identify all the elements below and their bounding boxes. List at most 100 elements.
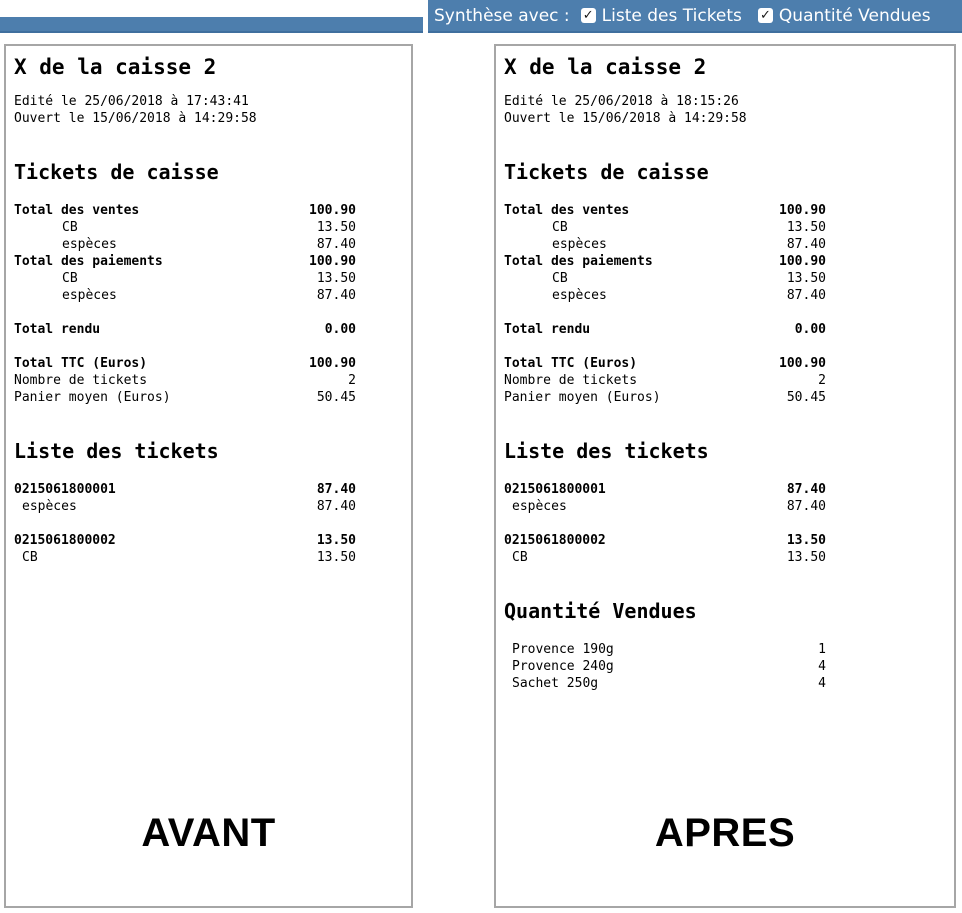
receipt-row: Total des paiements 100.90 bbox=[504, 253, 826, 270]
row-label: Total des ventes bbox=[504, 203, 630, 218]
opened-line: Ouvert le 15/06/2018 à 14:29:58 bbox=[504, 111, 747, 126]
toolbar-option-2[interactable]: ✓ Quantité Vendues bbox=[757, 5, 931, 26]
row-label: 0215061800002 bbox=[14, 533, 116, 548]
report-panel-apres: X de la caisse 2 Edité le 25/06/2018 à 1… bbox=[494, 44, 956, 908]
row-label: espèces bbox=[512, 499, 567, 514]
receipt-row: Nombre de tickets 2 bbox=[504, 372, 826, 389]
row-value: 87.40 bbox=[316, 237, 356, 252]
row-label: CB bbox=[62, 271, 78, 286]
receipt-row: CB 13.50 bbox=[14, 219, 356, 236]
receipt-row: Total rendu 0.00 bbox=[504, 321, 826, 338]
row-label: espèces bbox=[552, 288, 607, 303]
receipt-row: espèces 87.40 bbox=[14, 287, 356, 304]
receipt-row: 0215061800002 13.50 bbox=[504, 532, 826, 549]
receipt-apres: X de la caisse 2 Edité le 25/06/2018 à 1… bbox=[496, 46, 826, 692]
receipt-sections: Tickets de caisse Total des ventes 100.90 C… bbox=[14, 160, 356, 566]
receipt-row: espèces 87.40 bbox=[504, 287, 826, 304]
receipt-row: Total rendu 0.00 bbox=[14, 321, 356, 338]
receipt-row: espèces 87.40 bbox=[504, 498, 826, 515]
receipt-row: Provence 190g 1 bbox=[504, 641, 826, 658]
edited-line: Edité le 25/06/2018 à 18:15:26 bbox=[504, 94, 739, 109]
receipt-row: CB 13.50 bbox=[14, 549, 356, 566]
row-value: 100.90 bbox=[779, 356, 826, 371]
section-heading: Liste des tickets bbox=[14, 439, 219, 463]
row-label: Total TTC (Euros) bbox=[14, 356, 148, 371]
row-value: 50.45 bbox=[786, 390, 826, 405]
row-label: 0215061800001 bbox=[14, 482, 116, 497]
receipt-sections: Tickets de caisse Total des ventes 100.90 C… bbox=[504, 160, 826, 692]
synthesis-toolbar: Synthèse avec : ✓ Liste des Tickets ✓ Quant… bbox=[428, 0, 962, 33]
row-value: 13.50 bbox=[786, 533, 826, 548]
receipt-row: Panier moyen (Euros) 50.45 bbox=[14, 389, 356, 406]
row-value: 100.90 bbox=[309, 356, 356, 371]
row-label: Provence 190g bbox=[512, 642, 614, 657]
receipt-title: X de la caisse 2 bbox=[504, 55, 707, 79]
row-value: 1 bbox=[818, 642, 826, 657]
receipt-row: Total des paiements 100.90 bbox=[14, 253, 356, 270]
row-value: 100.90 bbox=[779, 203, 826, 218]
row-label: Panier moyen (Euros) bbox=[504, 390, 661, 405]
row-value: 2 bbox=[348, 373, 356, 388]
checkbox-icon[interactable]: ✓ bbox=[757, 8, 773, 23]
receipt-row: espèces 87.40 bbox=[504, 236, 826, 253]
row-label: CB bbox=[552, 271, 568, 286]
section-heading: Tickets de caisse bbox=[14, 160, 219, 184]
checkbox-icon[interactable]: ✓ bbox=[580, 8, 596, 23]
row-label: Total TTC (Euros) bbox=[504, 356, 638, 371]
section-heading: Quantité Vendues bbox=[504, 599, 697, 623]
row-value: 100.90 bbox=[779, 254, 826, 269]
row-value: 87.40 bbox=[786, 482, 826, 497]
row-value: 13.50 bbox=[786, 271, 826, 286]
section-rows: 0215061800001 87.40 espèces 87.40 0215061800… bbox=[504, 481, 826, 566]
row-value: 0.00 bbox=[324, 322, 356, 337]
section-heading: Tickets de caisse bbox=[504, 160, 709, 184]
row-value: 13.50 bbox=[316, 271, 356, 286]
receipt-row: 0215061800002 13.50 bbox=[14, 532, 356, 549]
receipt-row: Provence 240g 4 bbox=[504, 658, 826, 675]
row-value: 2 bbox=[818, 373, 826, 388]
row-value: 87.40 bbox=[316, 499, 356, 514]
toolbar-options: ✓ Liste des Tickets ✓ Quantité Vendues bbox=[580, 5, 947, 26]
row-value: 100.90 bbox=[309, 203, 356, 218]
receipt-row: Total des ventes 100.90 bbox=[14, 202, 356, 219]
toolbar-strip-avant bbox=[0, 17, 423, 33]
row-label: 0215061800001 bbox=[504, 482, 606, 497]
checkbox-label: Quantité Vendues bbox=[778, 5, 931, 26]
receipt-row: espèces 87.40 bbox=[14, 498, 356, 515]
row-label: Panier moyen (Euros) bbox=[14, 390, 171, 405]
row-label: Nombre de tickets bbox=[14, 373, 148, 388]
receipt-row: Total TTC (Euros) 100.90 bbox=[14, 355, 356, 372]
row-label: Total rendu bbox=[14, 322, 101, 337]
row-label: CB bbox=[22, 550, 38, 565]
receipt-dates: Edité le 25/06/2018 à 18:15:26 Ouvert le… bbox=[504, 93, 826, 127]
receipt-dates: Edité le 25/06/2018 à 17:43:41 Ouvert le… bbox=[14, 93, 356, 127]
toolbar-option-1[interactable]: ✓ Liste des Tickets bbox=[580, 6, 742, 26]
receipt-row: CB 13.50 bbox=[504, 219, 826, 236]
receipt-row: espèces 87.40 bbox=[14, 236, 356, 253]
row-value: 87.40 bbox=[786, 288, 826, 303]
apres-caption: APRES bbox=[654, 811, 796, 855]
row-value: 87.40 bbox=[316, 288, 356, 303]
row-label: espèces bbox=[22, 499, 77, 514]
row-label: 0215061800002 bbox=[504, 533, 606, 548]
receipt-row: Panier moyen (Euros) 50.45 bbox=[504, 389, 826, 406]
report-panel-avant: X de la caisse 2 Edité le 25/06/2018 à 1… bbox=[4, 44, 413, 908]
opened-line: Ouvert le 15/06/2018 à 14:29:58 bbox=[14, 111, 257, 126]
row-label: CB bbox=[552, 220, 568, 235]
row-label: Total des ventes bbox=[14, 203, 140, 218]
receipt-row: Total TTC (Euros) 100.90 bbox=[504, 355, 826, 372]
row-value: 4 bbox=[818, 676, 826, 691]
edited-line: Edité le 25/06/2018 à 17:43:41 bbox=[14, 94, 249, 109]
receipt-row: Total des ventes 100.90 bbox=[504, 202, 826, 219]
section-rows: 0215061800001 87.40 espèces 87.40 0215061800… bbox=[14, 481, 356, 566]
synthesis-toolbar-label: Synthèse avec : bbox=[434, 5, 570, 26]
row-label: Nombre de tickets bbox=[504, 373, 638, 388]
row-label: Total rendu bbox=[504, 322, 591, 337]
row-value: 87.40 bbox=[316, 482, 356, 497]
row-value: 13.50 bbox=[786, 220, 826, 235]
receipt-avant: X de la caisse 2 Edité le 25/06/2018 à 1… bbox=[6, 46, 356, 566]
row-label: espèces bbox=[62, 237, 117, 252]
row-value: 100.90 bbox=[309, 254, 356, 269]
row-label: espèces bbox=[552, 237, 607, 252]
receipt-row: Nombre de tickets 2 bbox=[14, 372, 356, 389]
